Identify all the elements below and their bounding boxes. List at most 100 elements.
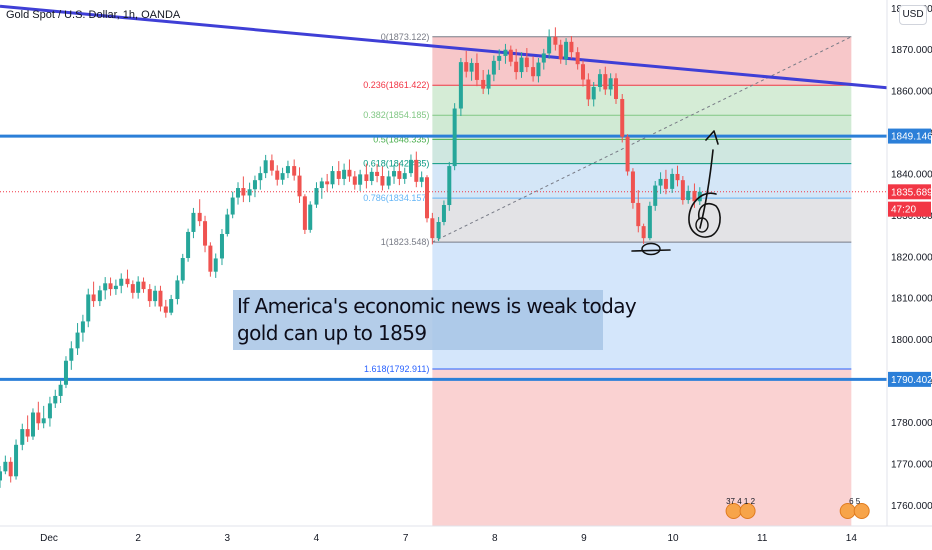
last-price-tag-text: 1835.689	[891, 187, 932, 198]
event-count-1: 6 5	[849, 497, 861, 506]
candle-body-82	[452, 108, 457, 167]
candle-body-11	[58, 384, 63, 396]
price-tag-1-bg	[888, 371, 931, 387]
candle-body-56	[308, 204, 313, 230]
price-tag-0-text: 1849.146	[891, 132, 932, 143]
text-annotation[interactable]: If America's economic news is weak today…	[233, 290, 637, 350]
candle-body-76	[419, 177, 424, 182]
candle-body-85	[469, 62, 474, 72]
time-tick-14: 14	[846, 533, 858, 544]
candle-body-102	[564, 41, 569, 60]
event-count-0: 37 4 1 2	[726, 497, 755, 506]
events-layer[interactable]: 37 4 1 2 6 5	[725, 497, 870, 519]
hand-drawn-arrow	[699, 130, 719, 229]
candle-body-117	[647, 205, 652, 239]
candle-body-94	[519, 57, 524, 73]
time-axis-panel[interactable]	[0, 526, 932, 550]
candle-body-9	[47, 403, 52, 419]
fib-label-1.618: 1.618(1792.911)	[364, 364, 429, 374]
time-tick-4: 4	[314, 533, 320, 544]
candle-body-69	[380, 176, 385, 186]
candle-body-97	[536, 62, 541, 77]
candle-body-104	[575, 52, 580, 65]
fib-label-0.786: 0.786(1834.157)	[363, 193, 429, 203]
candle-body-115	[636, 202, 641, 227]
candle-body-77	[425, 177, 430, 219]
price-tick-1800: 1800.000	[891, 335, 932, 346]
hand-drawn-low-circle	[641, 242, 661, 256]
candle-body-12	[63, 360, 68, 385]
candle-body-109	[603, 74, 608, 90]
candle-body-90	[497, 55, 502, 61]
fib-zone-0.618	[432, 163, 852, 199]
currency-button[interactable]: USD	[899, 5, 927, 25]
hand-drawn-layer	[631, 130, 721, 256]
candle-body-18	[97, 290, 102, 302]
fib-label-0.5: 0.5(1848.335)	[373, 134, 429, 144]
candle-body-100	[553, 36, 558, 45]
candle-body-75	[414, 159, 419, 182]
candle-body-50	[275, 170, 280, 180]
time-tick-8: 8	[492, 533, 498, 544]
candle-body-125	[692, 190, 697, 202]
candle-body-23	[125, 278, 130, 285]
time-tick-2: 2	[135, 533, 141, 544]
candle-body-25	[136, 281, 141, 293]
fib-fill-layer	[432, 36, 852, 526]
candle-body-20	[108, 283, 113, 290]
candle-body-95	[524, 57, 529, 68]
hand-drawn-circle	[688, 192, 721, 238]
fib-label-0.236: 0.236(1861.422)	[363, 80, 429, 90]
candle-body-33	[180, 258, 185, 281]
candle-body-113	[625, 136, 630, 172]
candle-body-59	[325, 181, 330, 185]
chart-title: Gold Spot / U.S. Dollar, 1h, OANDA	[6, 9, 181, 21]
candle-body-29	[158, 290, 163, 307]
candle-body-108	[597, 74, 602, 87]
fib-zone-0.236	[432, 85, 852, 116]
price-axis-panel[interactable]	[887, 0, 932, 526]
candle-body-119	[658, 178, 663, 186]
candle-body-32	[175, 280, 180, 300]
last-price-tag-bg	[888, 184, 931, 200]
candle-body-120	[663, 178, 668, 189]
time-axis: Dec 2 3 4 7 8 9 10 11 14	[40, 533, 857, 544]
annotation-line-2: gold can up to 1859	[237, 321, 427, 345]
hand-drawn-small-circle	[695, 217, 709, 233]
candle-body-116	[641, 226, 646, 239]
candle-body-72	[397, 171, 402, 179]
candle-body-99	[547, 36, 552, 54]
candle-body-17	[91, 294, 96, 302]
candle-body-83	[458, 62, 463, 109]
candle-body-84	[464, 62, 469, 72]
candle-body-37	[203, 221, 208, 246]
candle-body-21	[113, 285, 118, 290]
candle-body-118	[653, 185, 658, 206]
fib-label-1: 1(1823.548)	[381, 237, 430, 247]
price-tick-1780: 1780.000	[891, 418, 932, 429]
event-flag-1-b	[853, 503, 870, 519]
candle-body-7	[36, 412, 41, 424]
fib-zone-0.5	[432, 139, 852, 164]
candle-body-49	[269, 160, 274, 171]
candle-body-114	[630, 171, 635, 203]
candle-body-1	[3, 461, 8, 472]
candle-body-110	[608, 78, 613, 90]
time-tick-9: 9	[581, 533, 587, 544]
candle-body-91	[503, 49, 508, 56]
candle-body-103	[569, 41, 574, 53]
candle-body-36	[197, 212, 202, 222]
candle-body-111	[613, 78, 618, 99]
candle-body-51	[280, 173, 285, 180]
candle-body-55	[302, 196, 307, 230]
candle-body-89	[491, 60, 496, 75]
candle-body-70	[386, 176, 391, 186]
annotation-line-1: If America's economic news is weak today	[237, 294, 637, 318]
time-tick-3: 3	[225, 533, 231, 544]
candle-body-88	[486, 74, 491, 89]
candle-body-19	[103, 283, 108, 291]
price-tick-1760: 1760.000	[891, 501, 932, 512]
candle-body-28	[153, 290, 158, 302]
